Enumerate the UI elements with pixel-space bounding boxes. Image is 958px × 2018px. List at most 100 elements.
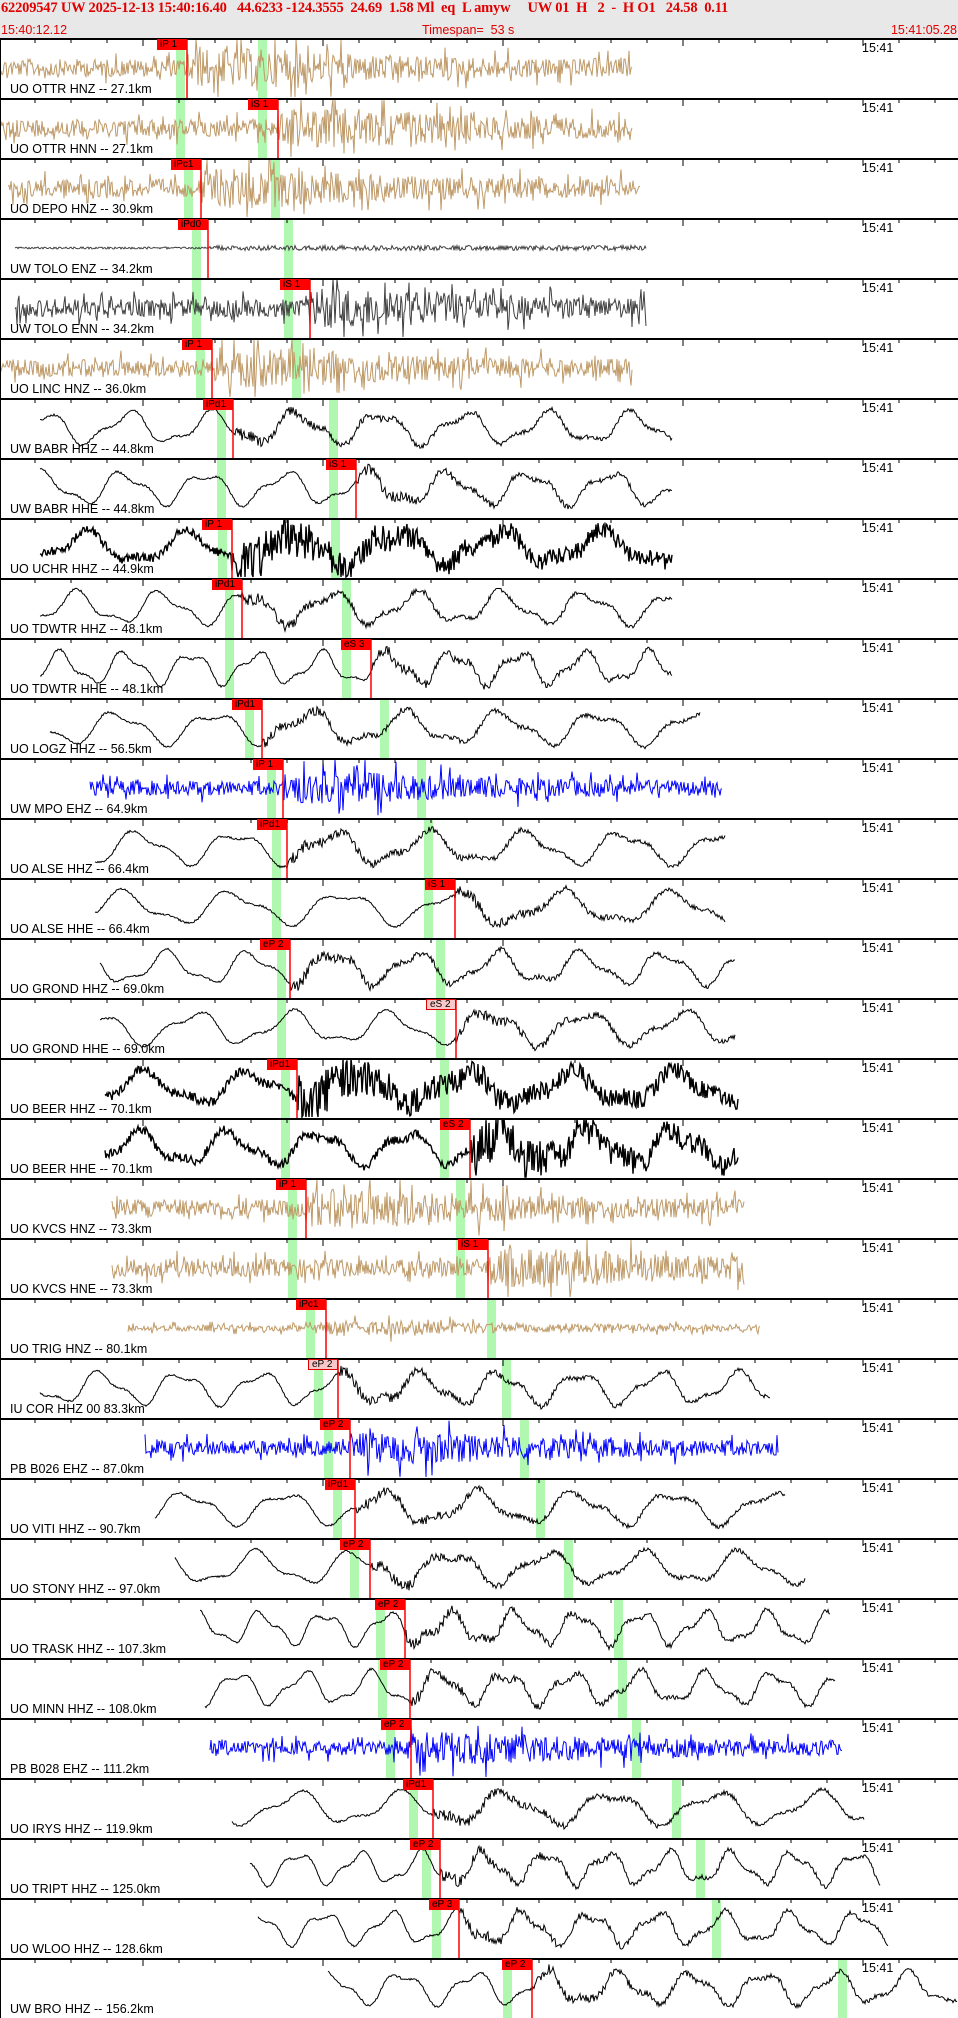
pick-label[interactable]: iPd0	[178, 219, 208, 230]
channel-panel[interactable]: iPd1 UO IRYS HHZ -- 119.9km 15:41	[0, 1778, 958, 1838]
channel-panel[interactable]: eP 2 UO TRASK HHZ -- 107.3km 15:41	[0, 1598, 958, 1658]
pick-label[interactable]: eP 2	[320, 1419, 350, 1430]
channel-panel[interactable]: iS 1 UO KVCS HNE -- 73.3km 15:41	[0, 1238, 958, 1298]
time-label: 15:41	[862, 1781, 894, 1795]
pick-label[interactable]: eP 2	[375, 1599, 405, 1610]
pick-label[interactable]: iP 1	[253, 759, 283, 770]
pick-label[interactable]: iPd1	[257, 819, 287, 830]
waveform-plot	[0, 1178, 958, 1238]
theoretical-p-marker	[225, 638, 234, 698]
channel-panel[interactable]: eP 3 UO WLOO HHZ -- 128.6km 15:41	[0, 1898, 958, 1958]
pick-label[interactable]: iPd1	[203, 399, 233, 410]
channel-panel[interactable]: iP 1 UO UCHR HHZ -- 44.9km 15:41	[0, 518, 958, 578]
channel-label: UO STONY HHZ -- 97.0km	[10, 1582, 161, 1596]
channel-panel[interactable]: iS 1 UW TOLO ENN -- 34.2km 15:41	[0, 278, 958, 338]
pick-label[interactable]: eP 2	[502, 1959, 532, 1970]
channel-panel[interactable]: eP 2 UO STONY HHZ -- 97.0km 15:41	[0, 1538, 958, 1598]
theoretical-s-marker	[329, 458, 338, 518]
channel-panel[interactable]: iPc1 UO TRIG HNZ -- 80.1km 15:41	[0, 1298, 958, 1358]
channel-panel[interactable]: iPd1 UO ALSE HHZ -- 66.4km 15:41	[0, 818, 958, 878]
time-label: 15:41	[862, 821, 894, 835]
channel-panel[interactable]: eP 2 UO MINN HHZ -- 108.0km 15:41	[0, 1658, 958, 1718]
time-label: 15:41	[862, 341, 894, 355]
theoretical-p-marker	[245, 698, 254, 758]
pick-label[interactable]: iPd1	[403, 1779, 433, 1790]
pick-label[interactable]: iP 1	[276, 1179, 306, 1190]
pick-label[interactable]: eP 2	[260, 939, 290, 950]
theoretical-p-marker	[272, 878, 281, 938]
time-label: 15:41	[862, 881, 894, 895]
pick-label[interactable]: eS 2	[426, 999, 456, 1010]
channel-panel[interactable]: iPc1 UO DEPO HNZ -- 30.9km 15:41	[0, 158, 958, 218]
channel-label: UO DEPO HNZ -- 30.9km	[10, 202, 154, 216]
channel-label: UO LOGZ HHZ -- 56.5km	[10, 742, 152, 756]
pick-label[interactable]: iS 1	[280, 279, 310, 290]
channel-panel[interactable]: eP 2 PB B026 EHZ -- 87.0km 15:41	[0, 1418, 958, 1478]
channel-panel[interactable]: iPd1 UO LOGZ HHZ -- 56.5km 15:41	[0, 698, 958, 758]
channel-panel[interactable]: iPd1 UO VITI HHZ -- 90.7km 15:41	[0, 1478, 958, 1538]
theoretical-s-marker	[632, 1718, 641, 1778]
channel-panel[interactable]: iP 1 UO KVCS HNZ -- 73.3km 15:41	[0, 1178, 958, 1238]
waveform-trace	[144, 1420, 779, 1478]
channel-panel[interactable]: iP 1 UO LINC HNZ -- 36.0km 15:41	[0, 338, 958, 398]
channel-panel[interactable]: eP 2 PB B028 EHZ -- 111.2km 15:41	[0, 1718, 958, 1778]
channel-panel[interactable]: iPd1 UW BABR HHZ -- 44.8km 15:41	[0, 398, 958, 458]
pick-label[interactable]: iPd1	[212, 579, 242, 590]
pick-label[interactable]: iPd1	[325, 1479, 355, 1490]
channel-label: UO TDWTR HHE -- 48.1km	[10, 682, 164, 696]
waveform-trace	[99, 945, 735, 992]
theoretical-s-marker	[329, 398, 338, 458]
pick-label[interactable]: iP 1	[157, 39, 187, 50]
waveform-trace	[174, 1546, 806, 1591]
channel-label: UO UCHR HHZ -- 44.9km	[10, 562, 154, 576]
pick-label[interactable]: eP 2	[410, 1839, 440, 1850]
channel-label: UO TDWTR HHZ -- 48.1km	[10, 622, 163, 636]
pick-label[interactable]: iPc1	[171, 159, 201, 170]
pick-label[interactable]: iS 1	[248, 99, 278, 110]
pick-label[interactable]: iPd1	[232, 699, 262, 710]
theoretical-p-marker	[432, 1898, 441, 1958]
pick-label[interactable]: eP 3	[429, 1899, 459, 1910]
channel-panel[interactable]: iPd0 UW TOLO ENZ -- 34.2km 15:41	[0, 218, 958, 278]
pick-label[interactable]: eP 2	[380, 1659, 410, 1670]
channel-panel[interactable]: eP 2 UO GROND HHZ -- 69.0km 15:41	[0, 938, 958, 998]
channel-panel[interactable]: iP 1 UO OTTR HNZ -- 27.1km 15:41	[0, 38, 958, 98]
pick-label[interactable]: eS 2	[440, 1119, 470, 1130]
pick-label[interactable]: eP 2	[381, 1719, 411, 1730]
channel-panel[interactable]: eS 3 UO TDWTR HHE -- 48.1km 15:41	[0, 638, 958, 698]
channel-panel[interactable]: eP 2 UW BRO HHZ -- 156.2km 15:41	[0, 1958, 958, 2018]
pick-label[interactable]: eP 2	[340, 1539, 370, 1550]
pick-label[interactable]: iP 1	[202, 519, 232, 530]
channel-panel[interactable]: iP 1 UW MPO EHZ -- 64.9km 15:41	[0, 758, 958, 818]
pick-label[interactable]: eS 3	[341, 639, 371, 650]
theoretical-p-marker	[281, 1058, 290, 1118]
channel-panel[interactable]: iPd1 UO TDWTR HHZ -- 48.1km 15:41	[0, 578, 958, 638]
channel-panel[interactable]: iS 1 UO ALSE HHE -- 66.4km 15:41	[0, 878, 958, 938]
theoretical-s-marker	[424, 818, 433, 878]
channel-panel[interactable]: eP 2 UO TRIPT HHZ -- 125.0km 15:41	[0, 1838, 958, 1898]
theoretical-p-marker	[306, 1298, 315, 1358]
channel-panel[interactable]: iS 1 UW BABR HHE -- 44.8km 15:41	[0, 458, 958, 518]
waveform-trace	[7, 158, 641, 218]
channel-label: UW BRO HHZ -- 156.2km	[10, 2002, 154, 2016]
waveform-plot	[0, 578, 958, 638]
waveform-plot	[0, 938, 958, 998]
pick-label[interactable]: iPc1	[296, 1299, 326, 1310]
time-label: 15:41	[862, 1481, 894, 1495]
channel-panel[interactable]: iPd1 UO BEER HHZ -- 70.1km 15:41	[0, 1058, 958, 1118]
channel-label: UW TOLO ENZ -- 34.2km	[10, 262, 153, 276]
channel-panel[interactable]: eS 2 UO GROND HHE -- 69.0km 15:41	[0, 998, 958, 1058]
channel-panel[interactable]: iS 1 UO OTTR HNN -- 27.1km 15:41	[0, 98, 958, 158]
pick-label[interactable]: iP 1	[182, 339, 212, 350]
pick-label[interactable]: iS 1	[458, 1239, 488, 1250]
pick-label[interactable]: iS 1	[326, 459, 356, 470]
pick-label[interactable]: eP 2	[308, 1359, 338, 1370]
channel-panel[interactable]: eS 2 UO BEER HHE -- 70.1km 15:41	[0, 1118, 958, 1178]
channel-label: UO BEER HHZ -- 70.1km	[10, 1102, 152, 1116]
pick-label[interactable]: iS 1	[425, 879, 455, 890]
channel-panel[interactable]: eP 2 IU COR HHZ 00 83.3km 15:41	[0, 1358, 958, 1418]
channel-label: PB B028 EHZ -- 111.2km	[10, 1762, 150, 1776]
waveform-trace	[127, 1315, 761, 1342]
pick-label[interactable]: iPd1	[267, 1059, 297, 1070]
waveform-plot	[0, 1958, 958, 2018]
